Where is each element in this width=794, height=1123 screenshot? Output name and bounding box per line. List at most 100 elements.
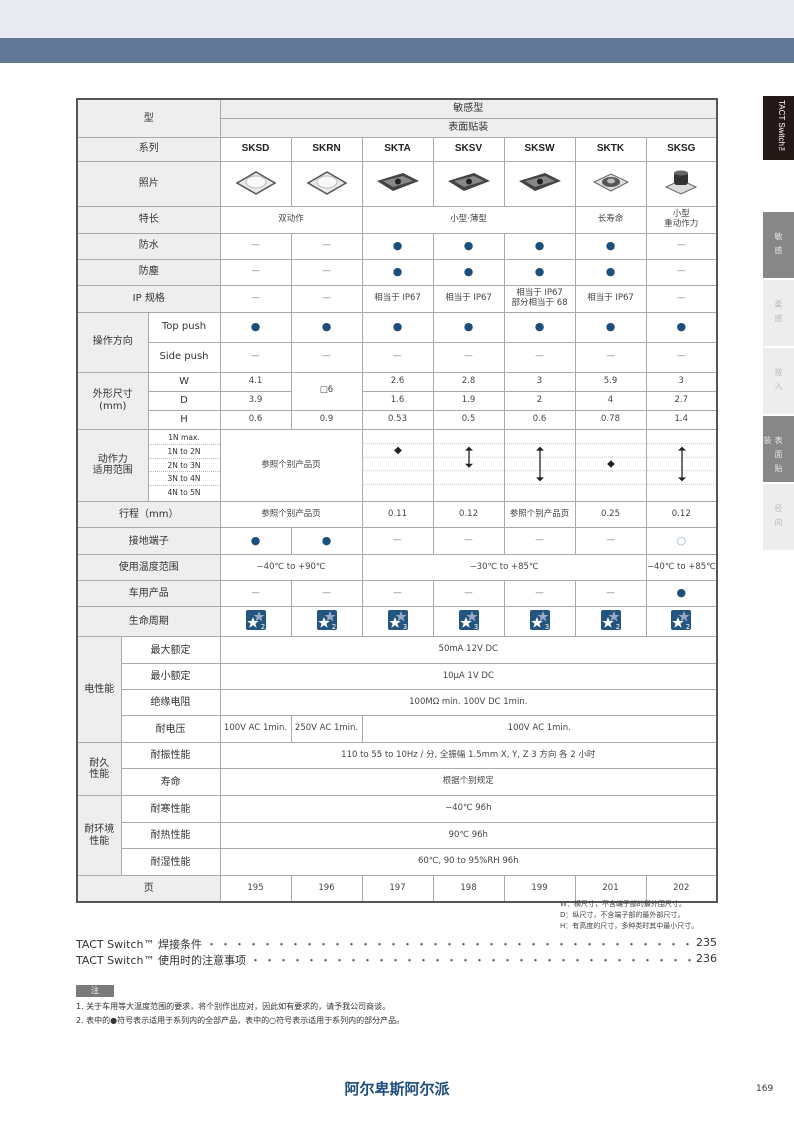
force-range-arrow-icon: [504, 442, 576, 485]
table-cell: ●: [361, 258, 434, 286]
cell-text: 根据个别规定: [442, 776, 494, 787]
lifecycle-cell: 3: [432, 606, 505, 638]
cell-text: 双动作: [278, 213, 304, 224]
sidebar-title: TACT Switch™: [763, 96, 794, 160]
table-cell: 耐电压: [120, 715, 221, 744]
note-h: H：有高度的尺寸，多种类时其中最小尺寸。: [560, 922, 699, 930]
sidebar-tab[interactable]: 敏感: [763, 212, 794, 278]
table-cell: ●: [290, 527, 363, 556]
toc-label: TACT Switch™ 焊接条件: [76, 938, 202, 951]
category-header: 敏感型: [219, 98, 718, 119]
force-range-label: 4N to 5N: [167, 487, 201, 497]
table-cell: ○: [645, 527, 718, 556]
table-cell: ●: [361, 311, 434, 343]
table-cell: 5.9: [574, 371, 647, 392]
table-row: 绝缘电阻 100MΩ min. 100V DC 1min.: [77, 689, 718, 717]
cell-text: 相当于 IP67: [587, 292, 634, 303]
dash: —: [677, 351, 686, 362]
dark-rect-switch-photo: [432, 160, 505, 207]
dash: —: [535, 587, 544, 598]
force-range-cell: [645, 428, 718, 503]
table-cell: ●: [645, 311, 718, 343]
sidebar-tab[interactable]: 柔感: [763, 280, 794, 346]
table-cell: 1.6: [361, 390, 434, 411]
series-name: SKSD: [219, 136, 292, 162]
table-cell: −40℃ to +90℃: [219, 554, 363, 582]
table-cell: 相当于 IP67: [432, 284, 505, 313]
table-row: 电性能 最大额定 50mA 12V DC: [76, 636, 718, 744]
lifecycle-cell: 2: [290, 606, 363, 638]
cell-text: 小型 重动作力: [664, 208, 699, 229]
type-header: 型: [76, 98, 221, 138]
toc-page: 235: [696, 936, 717, 949]
table-cell: ●: [219, 311, 292, 343]
table-cell: ●: [574, 232, 647, 260]
cell-text: −30℃ to +85℃: [469, 561, 539, 572]
toc-link-precautions[interactable]: TACT Switch™ 使用时的注意事项 ・・・・・・・・・・・・・・・・・・・…: [76, 952, 717, 968]
force-range-label: 1N to 2N: [148, 445, 220, 459]
table-cell: 110 to 55 to 10Hz / 分, 全振幅 1.5mm X, Y, Z…: [219, 742, 718, 770]
series-label: 系列: [76, 136, 221, 162]
sidebar-tab[interactable]: 径向: [763, 484, 794, 550]
dash: —: [322, 351, 331, 362]
table-cell: 90℃ 96h: [219, 822, 718, 850]
cell-text: 0.12: [459, 508, 478, 519]
table-row: 行程（mm） 参照个别产品页 0.11 0.12 参照个别产品页 0.25 0.12: [76, 501, 718, 529]
dash: —: [322, 587, 331, 598]
table-cell: −30℃ to +85℃: [361, 554, 647, 582]
cell-text: 2.6: [390, 375, 405, 386]
table-cell: 电性能: [76, 636, 122, 744]
force-range-label: 1N max.: [148, 431, 220, 445]
sidebar-tab[interactable]: 表面贴装: [763, 416, 794, 482]
cell-text: 202: [673, 882, 690, 893]
svg-text:3: 3: [473, 623, 477, 630]
table-cell: 201: [574, 875, 647, 903]
table-cell: —: [574, 341, 647, 373]
table-row: 车用产品 — — — — — — ●: [76, 580, 718, 608]
table-cell: —: [219, 580, 292, 608]
table-cell: 相当于 IP67: [574, 284, 647, 313]
table-cell: 耐振性能: [120, 742, 221, 770]
cell-text: D: [180, 394, 188, 406]
table-cell: 0.12: [432, 501, 505, 529]
cell-text: 敏感型: [453, 103, 484, 114]
cell-text: 0.25: [601, 508, 620, 519]
table-cell: 相当于 IP67 部分相当于 68: [503, 284, 576, 313]
table-cell: 耐环境 性能: [76, 795, 122, 877]
leader-dots: ・・・・・・・・・・・・・・・・・・・・・・・・・・・・・・・・・・・・・・・・…: [249, 954, 696, 967]
cell-text: IP 规格: [132, 292, 165, 304]
table-cell: 长寿命: [574, 205, 647, 234]
table-cell: D: [147, 390, 221, 411]
cell-text: 参照个别产品页: [509, 508, 570, 519]
table-cell: 车用产品: [76, 580, 221, 608]
sidebar-tab[interactable]: 按入: [763, 348, 794, 414]
toc-link-soldering[interactable]: TACT Switch™ 焊接条件 ・・・・・・・・・・・・・・・・・・・・・・・…: [76, 936, 717, 952]
filled-dot-icon: ●: [321, 533, 332, 547]
series-name: SKSW: [503, 136, 576, 162]
light-square-switch-photo: [219, 160, 292, 207]
cell-text: 页: [143, 882, 154, 894]
lifecycle-cell: 3: [361, 606, 434, 638]
table-cell: 参照个别产品页: [219, 501, 363, 529]
lifecycle-star-icon: 2: [600, 609, 621, 631]
lifecycle-cell: 2: [645, 606, 718, 638]
table-cell: 1.9: [432, 390, 505, 411]
cell-text: 参照个别产品页: [261, 508, 321, 519]
force-range-labels: 1N max. 1N to 2N 2N to 3N 3N to 4N 4N to 5N: [147, 428, 221, 503]
table-cell: 196: [290, 875, 363, 903]
table-cell: ●: [574, 311, 647, 343]
table-row: 使用温度范围 −40℃ to +90℃ −30℃ to +85℃ −40℃ to +8…: [76, 554, 718, 582]
cell-text: 197: [389, 882, 406, 893]
cell-text: 3: [678, 375, 684, 386]
table-cell: 接地端子: [76, 527, 221, 556]
filled-dot-icon: ●: [605, 238, 616, 252]
table-cell: 防水: [76, 232, 221, 260]
note-2: 2. 表中的●符号表示适用于系列内的全部产品，表中的○符号表示适用于系列内的部分…: [76, 1016, 405, 1025]
filled-dot-icon: ●: [605, 264, 616, 278]
cell-text: SKSG: [667, 143, 696, 155]
dash: —: [606, 535, 615, 546]
force-range-arrow-icon: [575, 442, 647, 485]
series-name: SKSG: [645, 136, 718, 162]
round-switch-photo: [574, 160, 647, 207]
lifecycle-cell: 2: [219, 606, 292, 638]
